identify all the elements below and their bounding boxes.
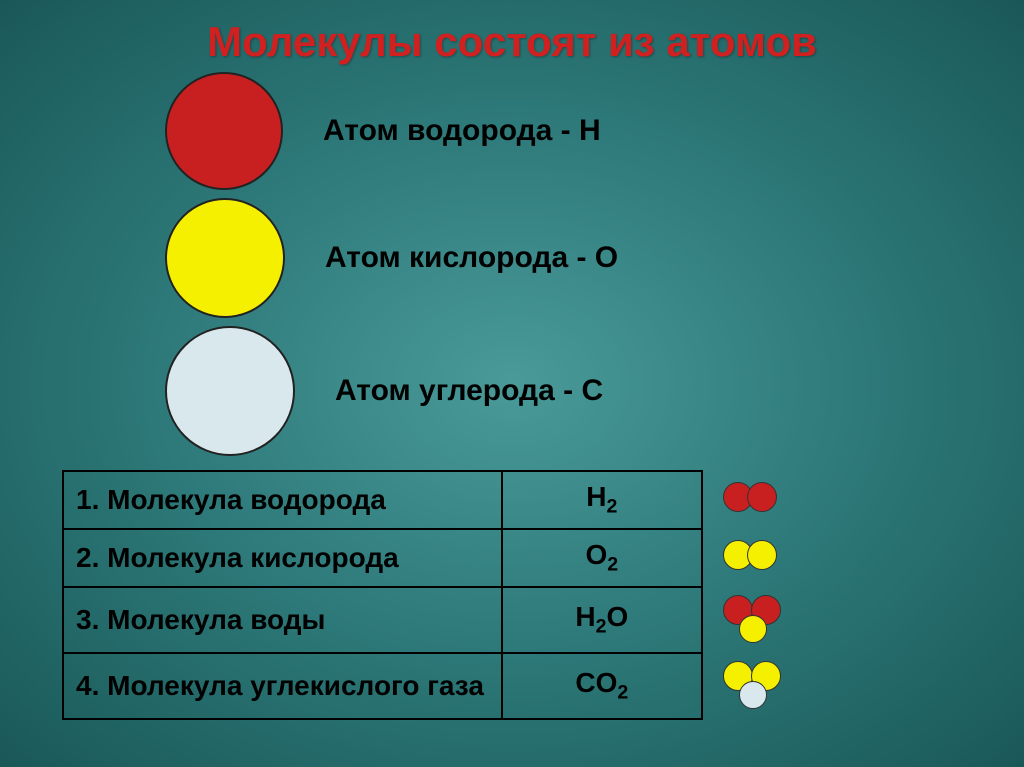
molecule-table: 1. Молекула водорода H2 2. Молекула кисл… xyxy=(62,470,962,720)
molecule-name: 3. Молекула воды xyxy=(63,587,502,653)
molecule-name: 1. Молекула водорода xyxy=(63,471,502,529)
molecule-formula: H2O xyxy=(502,587,702,653)
molecule-name: 4. Молекула углекислого газа xyxy=(63,653,502,719)
table-row: 1. Молекула водорода H2 xyxy=(63,471,961,529)
molecule-formula: H2 xyxy=(502,471,702,529)
molecule-diagram-co2 xyxy=(702,653,961,719)
molecule-diagram-h2 xyxy=(702,471,961,529)
molecule-formula: O2 xyxy=(502,529,702,587)
carbon-atom-icon xyxy=(165,326,295,456)
legend-label-carbon: Атом углерода - С xyxy=(335,374,603,408)
molecule-diagram-h2o xyxy=(702,587,961,653)
table-row: 3. Молекула воды H2O xyxy=(63,587,961,653)
table-row: 4. Молекула углекислого газа CO2 xyxy=(63,653,961,719)
legend-row-hydrogen: Атом водорода - Н xyxy=(165,72,618,190)
oxygen-atom-icon xyxy=(165,198,285,318)
molecule-name: 2. Молекула кислорода xyxy=(63,529,502,587)
legend-label-oxygen: Атом кислорода - О xyxy=(325,241,618,275)
legend-label-hydrogen: Атом водорода - Н xyxy=(323,114,601,148)
legend-row-oxygen: Атом кислорода - О xyxy=(165,198,618,318)
page-title: Молекулы состоят из атомов xyxy=(0,0,1024,66)
hydrogen-atom-icon xyxy=(165,72,283,190)
legend-row-carbon: Атом углерода - С xyxy=(165,326,618,456)
molecule-formula: CO2 xyxy=(502,653,702,719)
molecule-diagram-o2 xyxy=(702,529,961,587)
table-row: 2. Молекула кислорода O2 xyxy=(63,529,961,587)
atom-legend: Атом водорода - Н Атом кислорода - О Ато… xyxy=(165,72,618,464)
